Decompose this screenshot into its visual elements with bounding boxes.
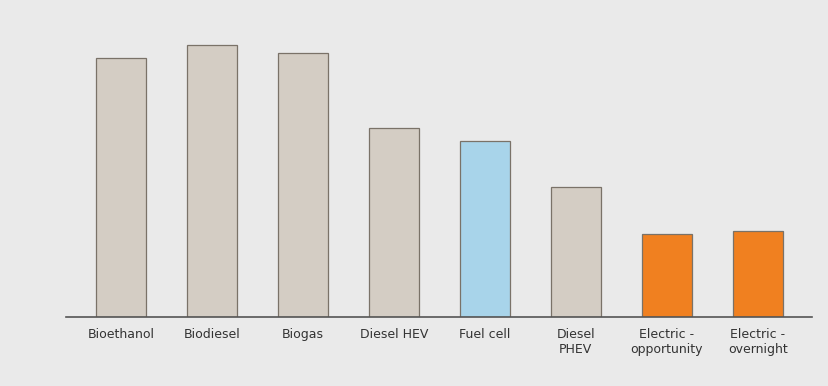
Bar: [641, 234, 691, 317]
Y-axis label: kWh
/km: kWh /km: [10, 142, 41, 174]
Bar: [732, 231, 782, 317]
Bar: [460, 141, 509, 317]
Bar: [186, 45, 237, 317]
Bar: [368, 128, 418, 317]
Bar: [96, 58, 146, 317]
Bar: [277, 53, 328, 317]
Bar: [550, 187, 600, 317]
